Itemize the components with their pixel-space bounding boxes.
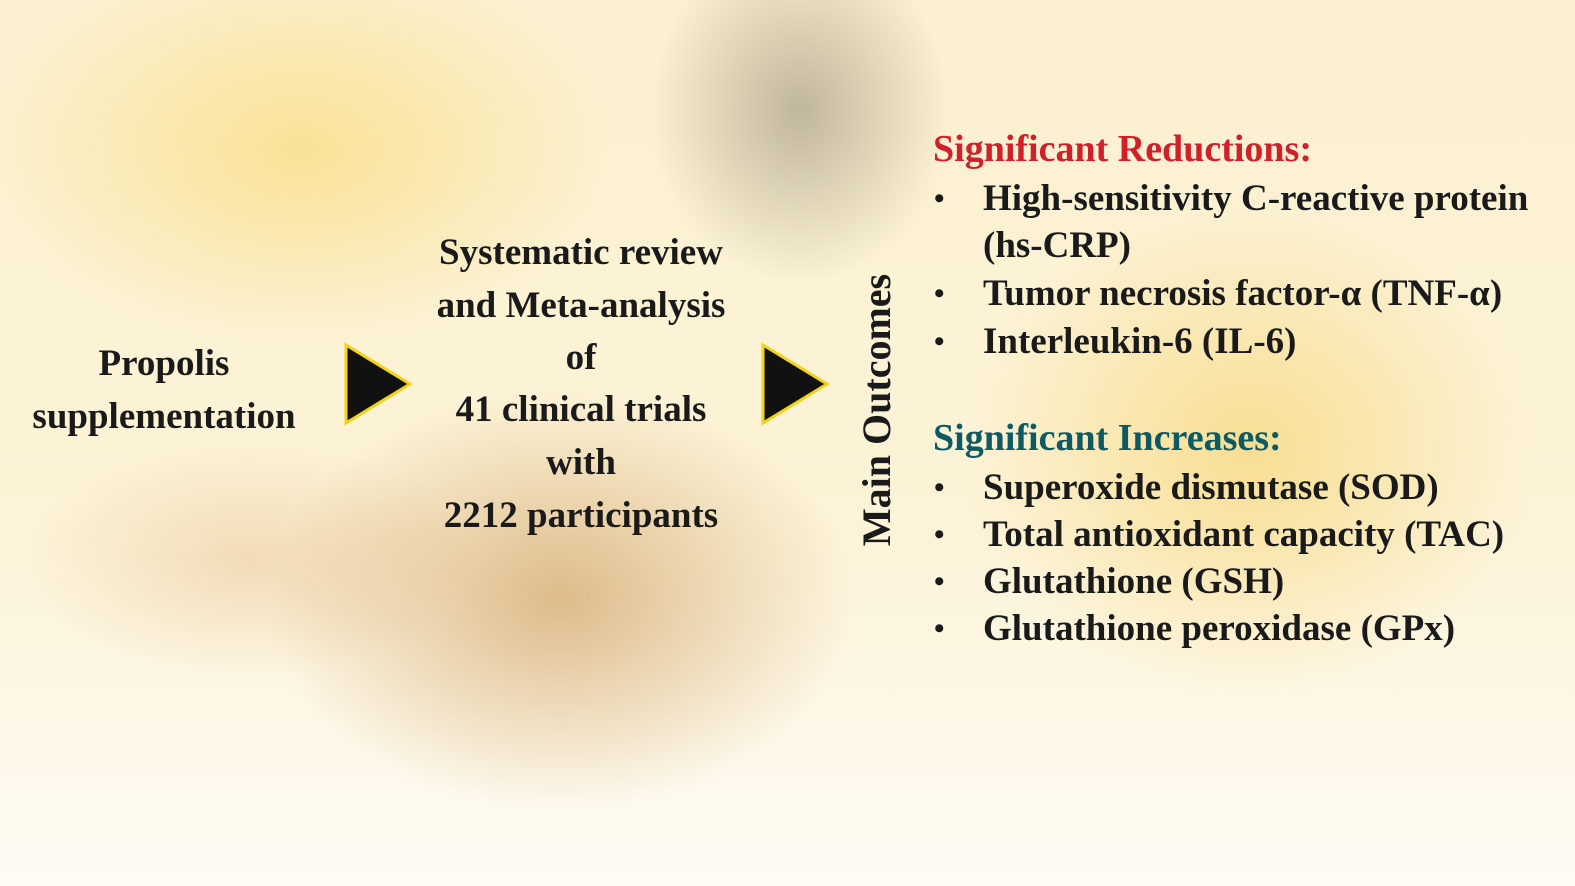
reduction-item: Interleukin-6 (IL-6) — [983, 321, 1297, 362]
reduction-item: High-sensitivity C-reactive protein — [983, 178, 1529, 219]
method-line: Systematic review — [439, 232, 723, 273]
arrow-right-icon — [344, 342, 413, 426]
arrow-right-icon — [761, 342, 830, 426]
left-line: supplementation — [32, 396, 296, 437]
left-line: Propolis — [98, 343, 230, 384]
method-line: 41 clinical trials — [455, 389, 707, 430]
increase-item: Glutathione (GSH) — [983, 561, 1285, 602]
main-outcomes-label: Main Outcomes — [854, 273, 899, 547]
increase-item: Total antioxidant capacity (TAC) — [983, 514, 1505, 555]
increases-heading: Significant Increases: — [933, 417, 1282, 459]
bullet: • — [934, 565, 945, 598]
bullet: • — [934, 277, 945, 310]
bullet: • — [934, 518, 945, 551]
bullet: • — [934, 182, 945, 215]
bullet: • — [934, 612, 945, 645]
bullet: • — [934, 325, 945, 358]
reduction-item: (hs-CRP) — [983, 225, 1131, 266]
bullet: • — [934, 471, 945, 504]
method-line: of — [565, 337, 597, 378]
method-line: with — [546, 442, 616, 483]
reduction-item: Tumor necrosis factor-α (TNF-α) — [983, 273, 1503, 314]
method-line: and Meta-analysis — [436, 285, 726, 326]
reductions-heading: Significant Reductions: — [933, 128, 1312, 170]
increase-item: Glutathione peroxidase (GPx) — [983, 608, 1456, 649]
method-line: 2212 participants — [443, 495, 719, 536]
increase-item: Superoxide dismutase (SOD) — [983, 467, 1439, 508]
